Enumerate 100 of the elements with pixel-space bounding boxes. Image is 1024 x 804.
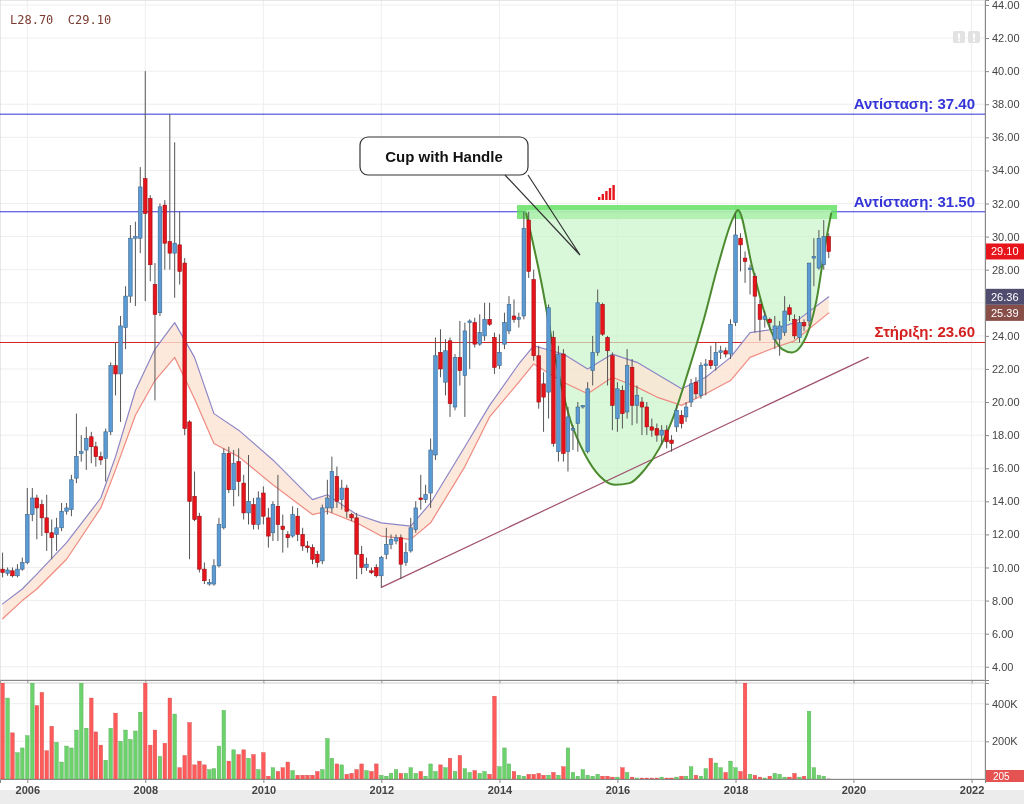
bar [152, 729, 157, 779]
y-tick-label: 42.00 [992, 32, 1020, 45]
bar [748, 774, 753, 779]
bar [723, 772, 728, 779]
bar [290, 770, 295, 779]
bar [0, 683, 5, 779]
bar [561, 766, 566, 779]
bar [113, 712, 118, 779]
bar [802, 775, 807, 779]
x-tick-label: 2008 [133, 783, 158, 796]
annotation: 25.39 [991, 306, 1019, 319]
candlestick [246, 454, 251, 525]
annotation: 29.10 [991, 245, 1019, 258]
candlestick [236, 447, 241, 497]
bar [708, 758, 713, 779]
bar [620, 767, 625, 779]
candlestick [344, 484, 349, 519]
candlestick [79, 434, 84, 463]
bar [89, 697, 94, 779]
candlestick [634, 385, 640, 425]
y-tick-label: 4.00 [992, 660, 1014, 673]
candlestick [801, 318, 807, 332]
bar [172, 713, 177, 779]
bar [472, 770, 477, 779]
y-tick-label: 12.00 [992, 528, 1020, 541]
candlestick [708, 345, 713, 370]
y-tick-label: 6.00 [992, 627, 1014, 640]
candlestick [393, 533, 399, 545]
bar [5, 697, 10, 779]
ref-line-label: Στήριξη: 23.60 [874, 323, 975, 341]
bar [546, 775, 551, 779]
annotation: 26.36 [991, 290, 1019, 303]
y-tick-label: 14.00 [992, 495, 1020, 508]
candlestick [747, 264, 753, 295]
bar [339, 764, 344, 779]
annotation: L28.70 C29.10 [10, 13, 112, 27]
bar [679, 775, 684, 779]
bar [256, 769, 261, 779]
candlestick [339, 479, 344, 511]
candlestick [172, 141, 177, 299]
y-tick-label: 8.00 [992, 594, 1014, 607]
bar [448, 758, 452, 779]
bar [693, 775, 698, 779]
candlestick [467, 318, 472, 370]
candlestick [457, 320, 462, 386]
bar [551, 772, 556, 779]
x-tick-label: 2014 [487, 783, 514, 796]
y-tick-label: 22.00 [992, 362, 1020, 375]
candlestick [674, 404, 679, 433]
bar [261, 752, 266, 779]
y-tick-label: 10.00 [992, 561, 1020, 574]
x-tick-label: 2010 [251, 783, 277, 796]
candlestick [797, 315, 802, 343]
bar [231, 749, 236, 779]
bar [334, 763, 339, 779]
candlestick [497, 333, 502, 370]
bar [10, 732, 15, 779]
bar [767, 775, 772, 779]
candlestick [384, 527, 389, 560]
bar [443, 767, 448, 779]
x-tick-label: 2020 [841, 783, 867, 796]
y-tick-label: 38.00 [992, 98, 1020, 111]
bar [625, 772, 630, 779]
candlestick [605, 335, 610, 386]
bar [807, 711, 812, 779]
text: 205 [993, 771, 1011, 782]
candlestick [379, 555, 384, 588]
candlestick [472, 317, 477, 348]
y-tick-label: 200K [992, 735, 1019, 748]
bar [246, 758, 251, 779]
y-tick-label: 20.00 [992, 396, 1020, 409]
x-tick-label: 2022 [959, 783, 985, 796]
candlestick [438, 328, 443, 378]
annotation: Cup with Handle [385, 148, 503, 165]
bar [457, 755, 462, 779]
y-tick-label: 16.00 [992, 462, 1020, 475]
x-tick-label: 2006 [15, 783, 41, 796]
y-tick-label: 36.00 [992, 131, 1020, 144]
candlestick [738, 232, 743, 272]
candlestick [511, 298, 517, 324]
bar [438, 764, 443, 779]
candlestick [0, 552, 5, 578]
bar [207, 769, 212, 779]
candlestick [826, 232, 831, 259]
candlestick [742, 250, 748, 284]
candlestick [487, 302, 492, 327]
candlestick [84, 426, 89, 471]
candlestick [261, 485, 266, 525]
bar [270, 767, 275, 779]
bar [556, 775, 561, 779]
candlestick [89, 431, 94, 464]
candlestick [290, 505, 295, 539]
x-tick-label: 2012 [369, 783, 395, 796]
candlestick [74, 413, 79, 484]
y-tick-label: 32.00 [992, 197, 1020, 210]
bar [398, 773, 403, 779]
candlestick [418, 474, 423, 511]
candlestick [113, 341, 118, 396]
candlestick [251, 497, 256, 530]
x-tick-label: 2016 [605, 783, 631, 796]
